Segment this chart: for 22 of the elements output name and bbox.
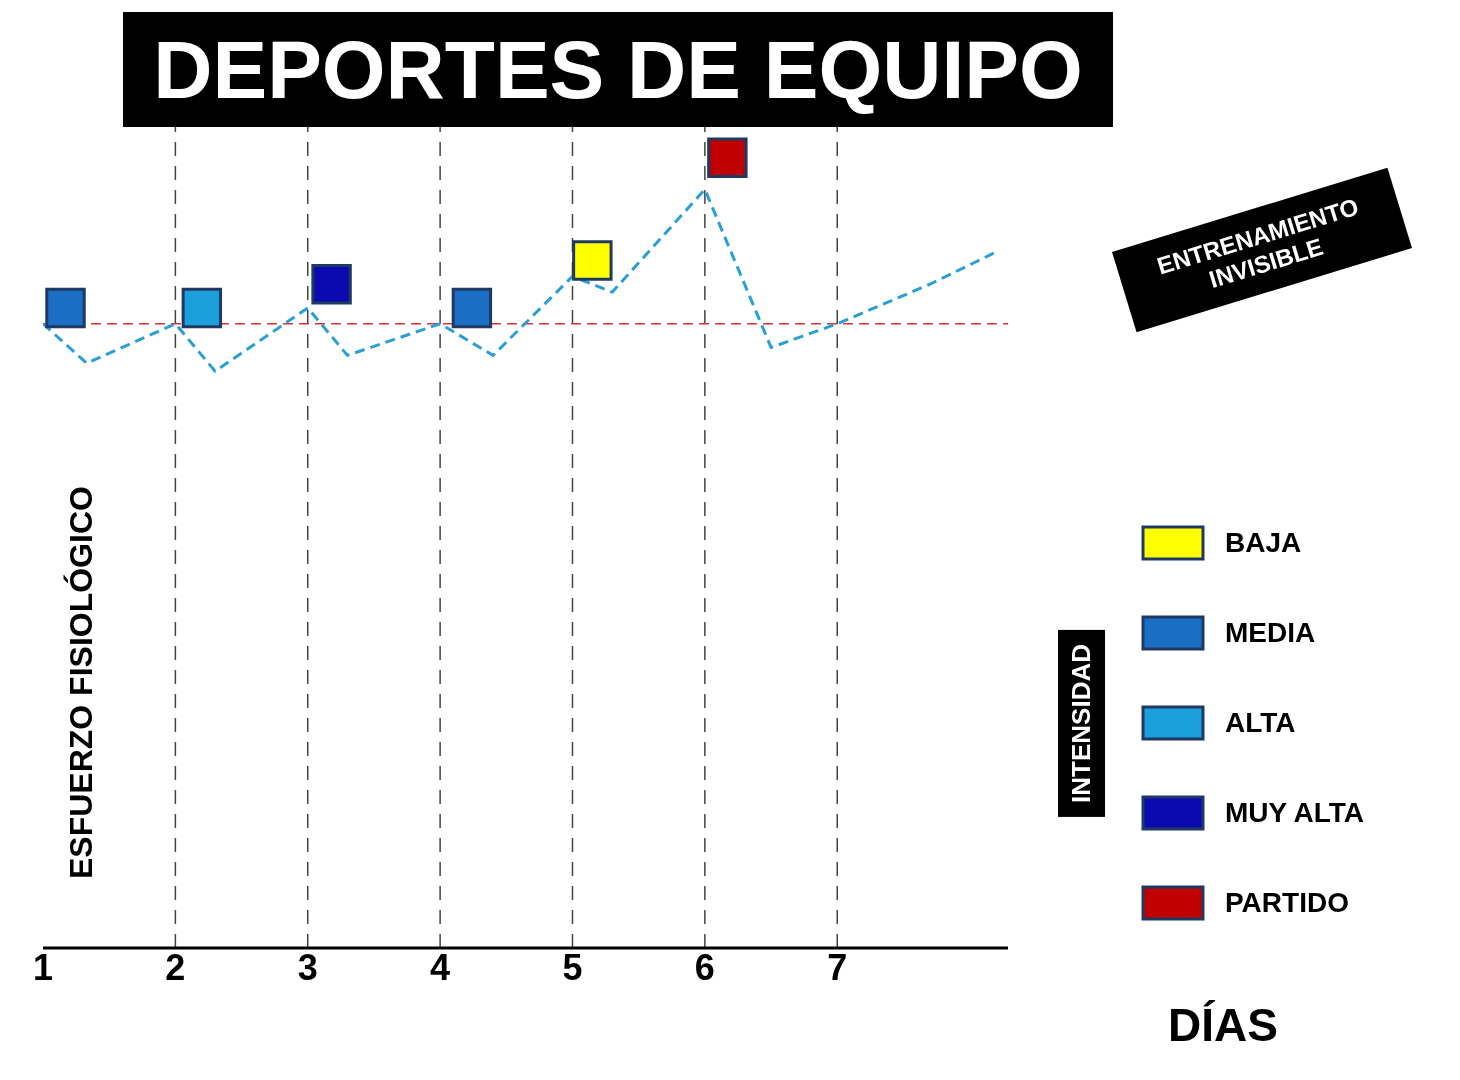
legend-title: INTENSIDAD	[1058, 629, 1105, 817]
point	[572, 240, 613, 281]
x-tick-label: 3	[297, 947, 318, 988]
x-tick-label: 4	[430, 947, 451, 988]
point	[45, 287, 86, 329]
point	[311, 264, 352, 305]
x-tick-label: 2	[165, 947, 186, 988]
legend-label: PARTIDO	[1225, 887, 1349, 919]
legend-label: MUY ALTA	[1225, 797, 1364, 829]
legend-label: BAJA	[1225, 527, 1302, 559]
x-tick-label: 5	[562, 947, 583, 988]
point	[451, 287, 493, 329]
chart-title: DEPORTES DE EQUIPO	[123, 12, 1113, 127]
y-axis-title: ESFUERZO FISIOLÓGICO	[63, 485, 100, 882]
legend-label: ALTA	[1225, 707, 1296, 739]
point	[181, 287, 223, 329]
x-axis-title: DÍAS	[1168, 998, 1278, 1052]
x-tick-label: 6	[694, 947, 715, 988]
point	[707, 137, 748, 179]
x-tick-label: 1	[32, 947, 54, 988]
x-tick-label: 7	[827, 947, 848, 988]
legend-label: MEDIA	[1225, 617, 1316, 649]
